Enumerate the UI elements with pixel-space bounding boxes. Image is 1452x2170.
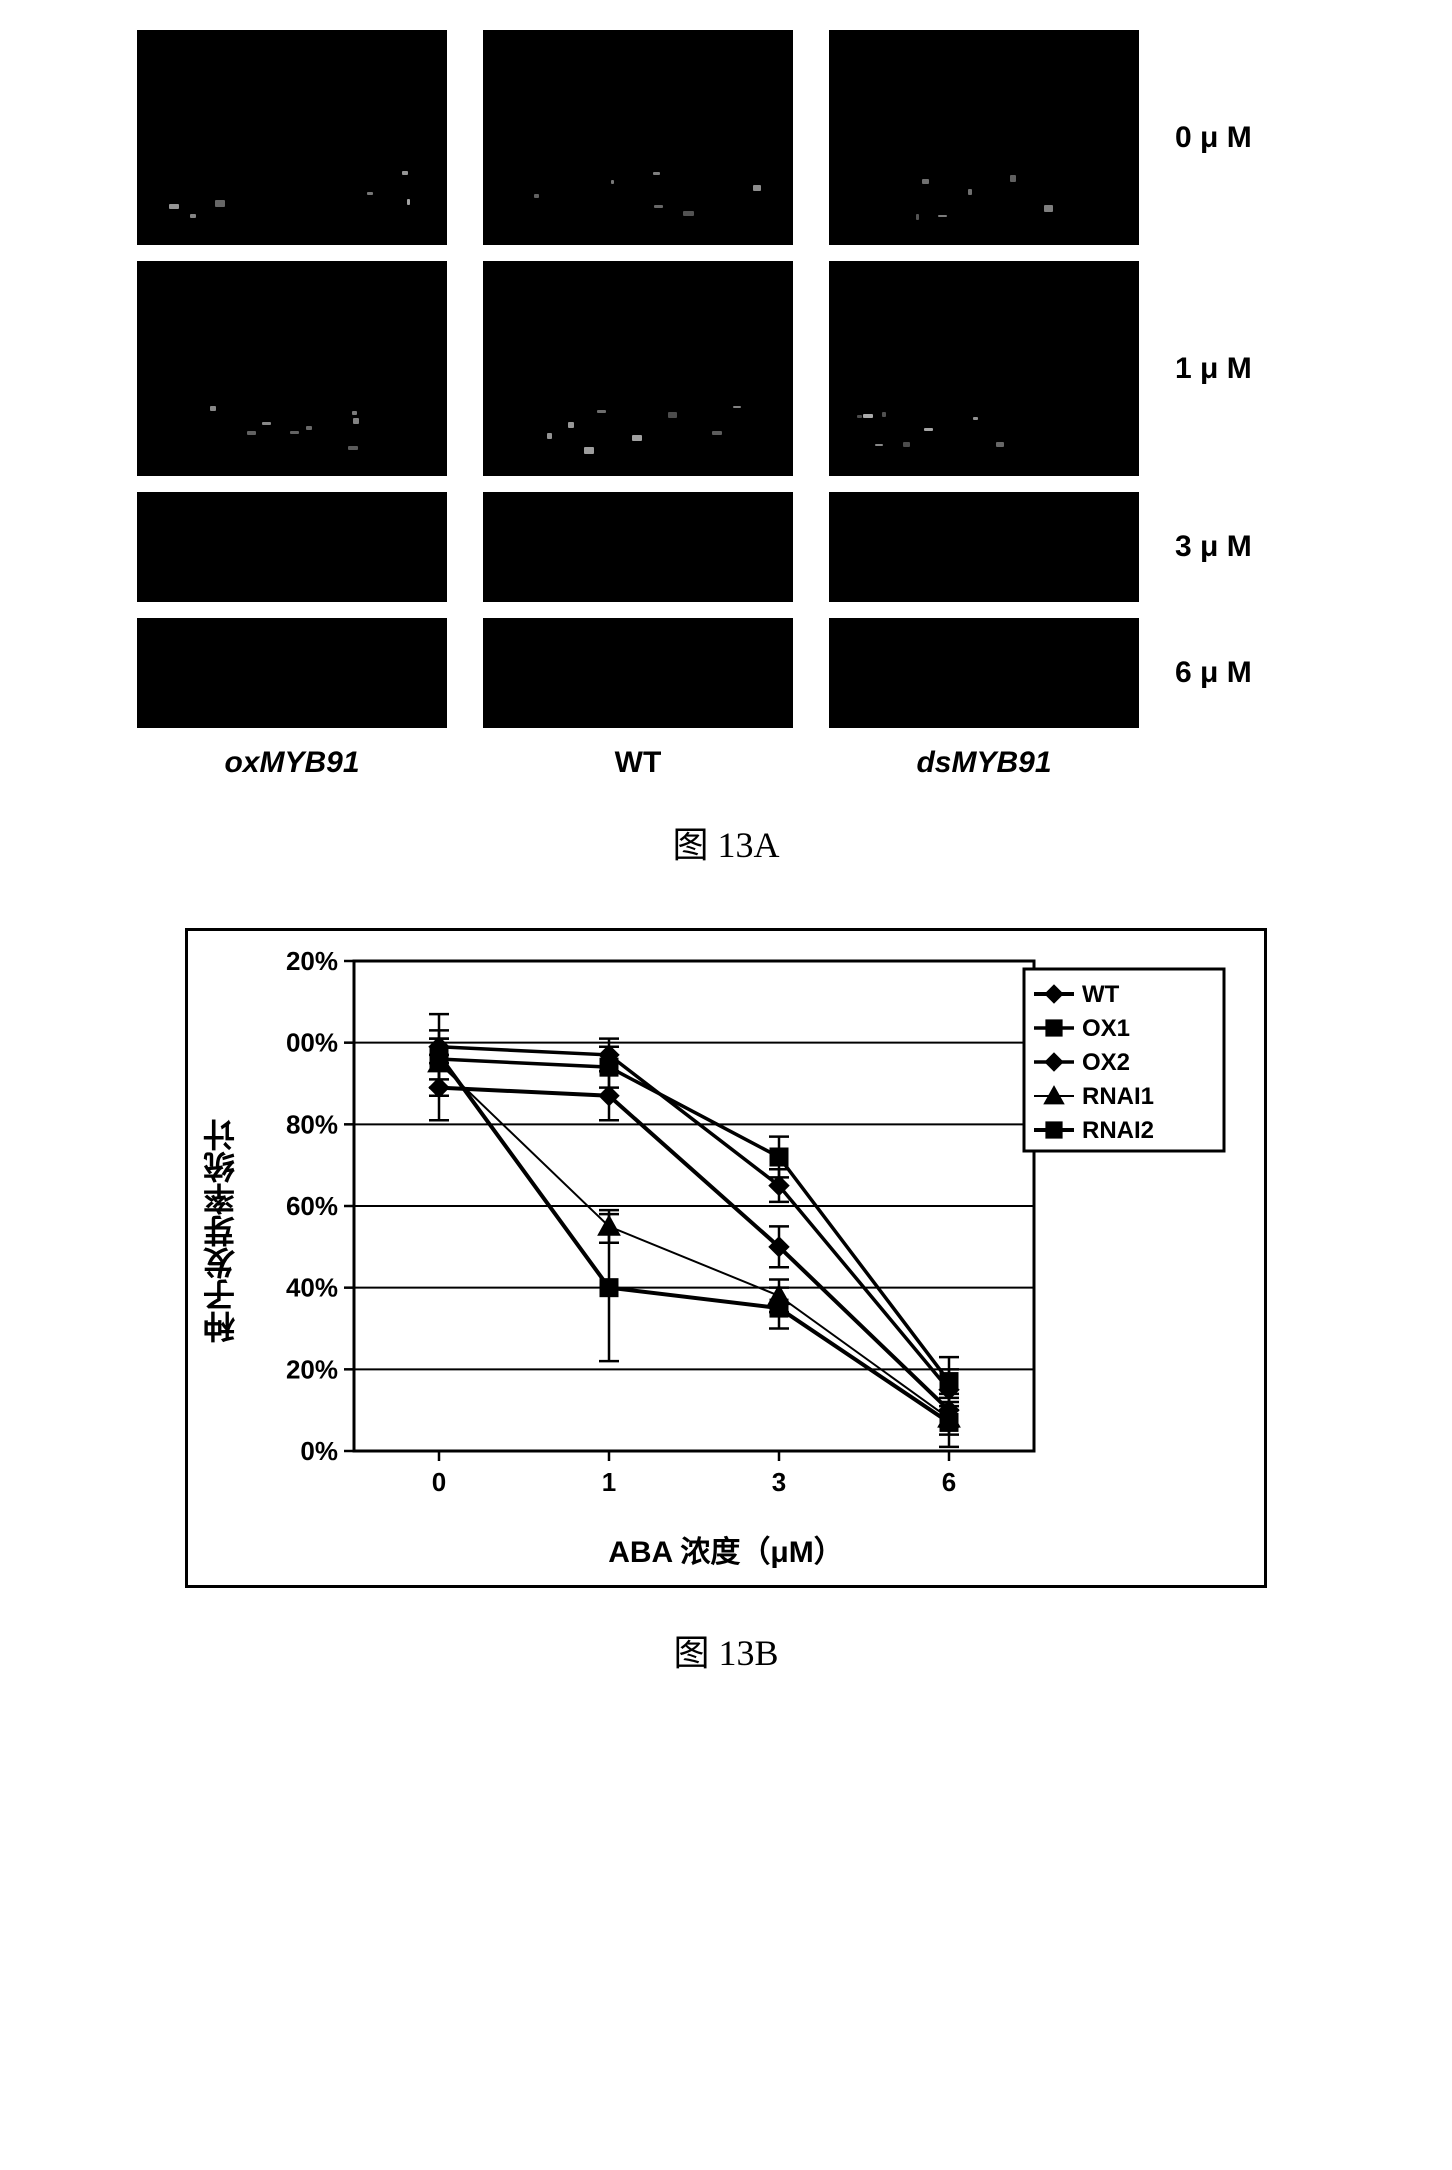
legend-label: OX2 [1082, 1049, 1130, 1076]
y-tick-label: 0% [300, 1436, 338, 1466]
y-tick-label: 20% [286, 946, 338, 976]
panel-r1-c2 [829, 261, 1139, 476]
y-tick-label: 00% [286, 1028, 338, 1058]
panel-r3-c0 [137, 618, 447, 728]
marker-square [600, 1279, 618, 1297]
row-label-2: 3 μ M [1175, 530, 1315, 564]
panel-r1-c0 [137, 261, 447, 476]
panel-r0-c0 [137, 30, 447, 245]
y-tick-label: 80% [286, 1109, 338, 1139]
row-label-1: 1 μ M [1175, 352, 1315, 386]
x-axis-label: ABA 浓度（μM） [188, 1527, 1264, 1585]
panel-r2-c0 [137, 492, 447, 602]
marker-square [770, 1299, 788, 1317]
chart-wrap: 种子发芽率统计 0% 20% 40% 60% 80% 00% 20% 0 1 3 6 WT OX1 OX2… [188, 931, 1264, 1531]
panel-r2-c1 [483, 492, 793, 602]
x-tick-label: 0 [432, 1467, 446, 1497]
y-tick-label: 40% [286, 1273, 338, 1303]
x-tick-label: 1 [602, 1467, 616, 1497]
row-label-0: 0 μ M [1175, 121, 1315, 155]
marker-square [430, 1046, 448, 1064]
chart-border: 种子发芽率统计 0% 20% 40% 60% 80% 00% 20% 0 1 3 6 WT OX1 OX2… [185, 928, 1267, 1588]
marker-square [770, 1148, 788, 1166]
legend-label: RNAI1 [1082, 1083, 1154, 1110]
panel-r2-c2 [829, 492, 1139, 602]
marker-square [1046, 1122, 1062, 1138]
panel-r0-c2 [829, 30, 1139, 245]
x-tick-label: 6 [942, 1467, 956, 1497]
x-tick-label: 3 [772, 1467, 786, 1497]
col-label-0: oxMYB91 [137, 746, 447, 780]
panel-r1-c1 [483, 261, 793, 476]
col-label-1: WT [483, 746, 793, 780]
legend-label: WT [1082, 981, 1120, 1008]
panel-r3-c2 [829, 618, 1139, 728]
marker-square [1046, 1020, 1062, 1036]
marker-square [940, 1413, 958, 1431]
legend-label: OX1 [1082, 1015, 1130, 1042]
figure-13a-container: 0 μ M 1 μ M 3 μ M 6 μ M oxMYB91 WT dsMYB91 图 … [60, 20, 1392, 1736]
column-labels-row: oxMYB91 WT dsMYB91 [137, 746, 1315, 780]
y-tick-label: 20% [286, 1354, 338, 1384]
figure-b-caption: 图 13B [673, 1624, 778, 1676]
panel-r3-c1 [483, 618, 793, 728]
col-label-2: dsMYB91 [829, 746, 1139, 780]
panel-r0-c1 [483, 30, 793, 245]
col-label-spacer [1175, 746, 1315, 780]
legend-label: RNAI2 [1082, 1117, 1154, 1144]
image-grid: 0 μ M 1 μ M 3 μ M 6 μ M [137, 30, 1315, 728]
germination-chart: 0% 20% 40% 60% 80% 00% 20% 0 1 3 6 WT OX1 OX2 RNAI1 RNA… [254, 931, 1264, 1531]
figure-a-caption: 图 13A [673, 816, 780, 868]
y-axis-label: 种子发芽率统计 [188, 1119, 254, 1343]
y-tick-label: 60% [286, 1191, 338, 1221]
row-label-3: 6 μ M [1175, 656, 1315, 690]
